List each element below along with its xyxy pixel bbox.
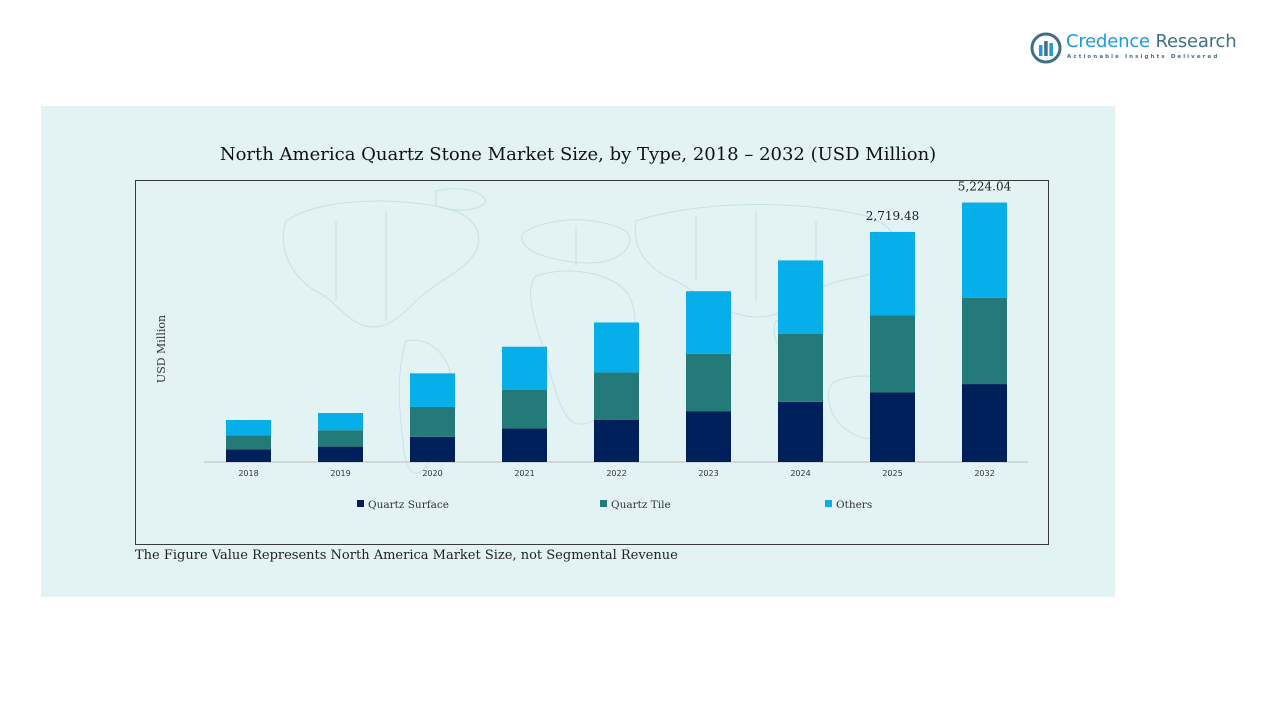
bar-others-2021 — [502, 346, 547, 390]
brand-name-part1: Credence — [1066, 31, 1150, 52]
bar-quartz-surface-2018 — [226, 449, 271, 462]
legend-swatch-quartz-tile — [600, 500, 607, 507]
data-labels: 2,719.48 5,224.04 — [866, 181, 1012, 223]
legend-label: Others — [836, 499, 872, 511]
bar-others-2025 — [870, 231, 915, 316]
bar-quartz-surface-2025 — [870, 392, 915, 462]
credence-logo-icon — [1030, 32, 1062, 64]
bar-others-2032 — [962, 202, 1007, 298]
legend: Quartz Surface Quartz Tile Others — [357, 499, 872, 511]
bar-quartz-tile-2018 — [226, 435, 271, 450]
bar-quartz-surface-2020 — [410, 436, 455, 462]
x-tick-label: 2023 — [698, 469, 718, 478]
world-map-watermark-icon — [282, 188, 915, 474]
data-label-2032: 5,224.04 — [958, 181, 1012, 194]
bar-quartz-surface-2021 — [502, 428, 547, 462]
stacked-bar-chart: USD Million 2018 2019 2020 2021 2022 2023 2024… — [155, 181, 1028, 511]
bar-quartz-surface-2022 — [594, 420, 639, 462]
brand-name: Credence Research — [1066, 31, 1237, 52]
bar-quartz-tile-2019 — [318, 430, 363, 447]
x-tick-label: 2021 — [514, 469, 534, 478]
data-label-2025: 2,719.48 — [866, 209, 919, 223]
bars-group — [226, 202, 1007, 462]
bar-quartz-tile-2025 — [870, 315, 915, 393]
bar-quartz-tile-2022 — [594, 372, 639, 420]
bar-quartz-surface-2024 — [778, 401, 823, 462]
x-tick-label: 2024 — [790, 469, 810, 478]
brand-tagline: Actionable Insights Delivered — [1067, 54, 1220, 60]
bar-others-2018 — [226, 420, 271, 436]
x-tick-label: 2020 — [422, 469, 442, 478]
x-tick-label: 2025 — [882, 469, 902, 478]
bar-quartz-tile-2032 — [962, 297, 1007, 385]
bar-quartz-tile-2020 — [410, 406, 455, 437]
bar-quartz-surface-2032 — [962, 384, 1007, 462]
bar-others-2022 — [594, 322, 639, 373]
bar-quartz-surface-2019 — [318, 446, 363, 462]
bar-others-2020 — [410, 373, 455, 407]
x-tick-labels: 2018 2019 2020 2021 2022 2023 2024 2025 2032 — [238, 469, 994, 478]
bar-quartz-tile-2024 — [778, 333, 823, 402]
x-tick-label: 2022 — [606, 469, 626, 478]
legend-swatch-quartz-surface — [357, 500, 364, 507]
legend-swatch-others — [825, 500, 832, 507]
chart-frame: USD Million 2018 2019 2020 2021 2022 2023 2024… — [135, 180, 1049, 545]
x-tick-label: 2032 — [974, 469, 994, 478]
bar-others-2023 — [686, 291, 731, 354]
bar-quartz-tile-2021 — [502, 389, 547, 429]
chart-title: North America Quartz Stone Market Size, … — [219, 144, 937, 165]
footnote: The Figure Value Represents North Americ… — [135, 548, 678, 563]
y-axis-label: USD Million — [155, 315, 168, 383]
x-tick-label: 2019 — [330, 469, 350, 478]
brand-logo: Credence Research Actionable Insights De… — [1030, 30, 1240, 66]
bar-quartz-surface-2023 — [686, 411, 731, 462]
legend-label: Quartz Surface — [368, 499, 449, 511]
bar-others-2019 — [318, 413, 363, 431]
brand-name-part2: Research — [1155, 31, 1237, 52]
x-tick-label: 2018 — [238, 469, 258, 478]
bar-others-2024 — [778, 260, 823, 334]
legend-label: Quartz Tile — [611, 499, 671, 511]
chart-panel: North America Quartz Stone Market Size, … — [41, 106, 1115, 597]
bar-quartz-tile-2023 — [686, 353, 731, 412]
